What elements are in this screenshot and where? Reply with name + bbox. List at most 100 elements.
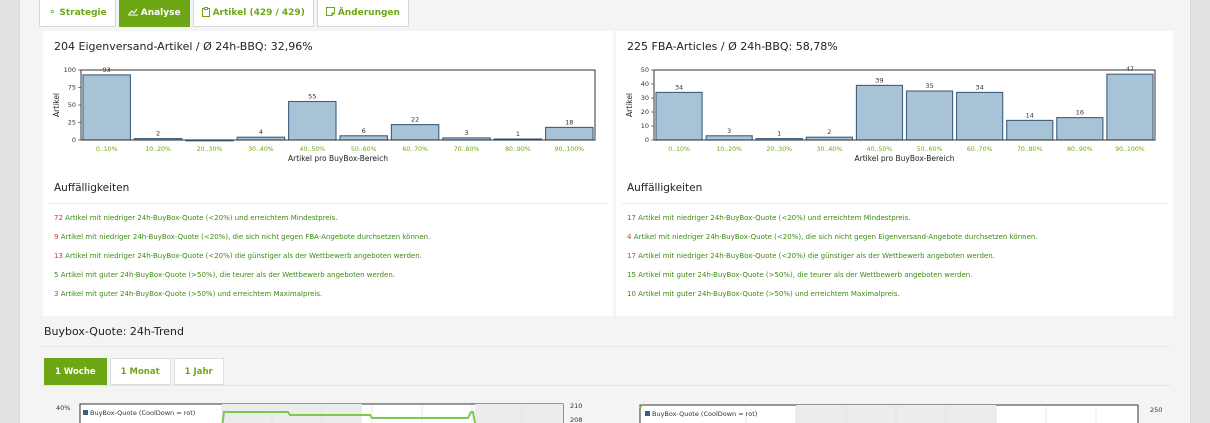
line-chart-icon: [127, 8, 138, 19]
y-tick-label: 50: [641, 66, 649, 74]
histogram-bar: [82, 74, 131, 141]
finding-item[interactable]: 13 Artikel mit niedriger 24h-BuyBox-Quot…: [54, 251, 430, 270]
finding-count: 9: [54, 233, 59, 241]
finding-item[interactable]: 17 Artikel mit niedriger 24h-BuyBox-Quot…: [627, 213, 1038, 232]
tab-strategie[interactable]: ⚬ Strategie: [39, 0, 116, 27]
finding-count: 15: [627, 271, 636, 279]
x-tick-label: 30..40%: [248, 146, 274, 153]
finding-item[interactable]: 10 Artikel mit guter 24h-BuyBox-Quote (>…: [627, 289, 1038, 308]
histogram-bar: [705, 135, 753, 141]
bar-value-label: 1: [516, 130, 520, 138]
bar-value-label: 34: [675, 83, 683, 91]
finding-text: Artikel mit niedriger 24h-BuyBox-Quote (…: [638, 252, 995, 260]
y-axis-label: Artikel: [52, 93, 61, 117]
histogram-chart-left: 0 25 50 75 100 93 0..10% 2 10..20% 20..30% 4 30..40…: [43, 58, 613, 188]
legend-swatch: [83, 410, 88, 415]
bar-value-label: 22: [411, 116, 419, 124]
buybox-quote-line: [221, 411, 477, 423]
finding-item[interactable]: 17 Artikel mit niedriger 24h-BuyBox-Quot…: [627, 251, 1038, 270]
finding-text: Artikel mit niedriger 24h-BuyBox-Quote (…: [638, 214, 911, 222]
finding-item[interactable]: 72 Artikel mit niedriger 24h-BuyBox-Quot…: [54, 213, 430, 232]
divider: [40, 385, 1170, 386]
x-tick-label: 80..90%: [505, 146, 531, 153]
x-tick-label: 80..90%: [1067, 146, 1093, 153]
x-tick-label: 60..70%: [967, 146, 993, 153]
x-tick-label: 20..30%: [197, 146, 223, 153]
finding-text: Artikel mit guter 24h-BuyBox-Quote (>50%…: [60, 290, 323, 298]
tab-bar: ⚬ Strategie Analyse Artikel (429 / 429) …: [39, 0, 409, 27]
tab-label: Änderungen: [337, 8, 400, 18]
x-tick-label: 40..50%: [300, 146, 326, 153]
x-tick-label: 90..100%: [555, 146, 585, 153]
finding-count: 3: [54, 290, 59, 298]
trend-chart-left: BuyBox-Quote (CoolDown = rot) 40% 210 20…: [40, 398, 620, 423]
tab-analyse[interactable]: Analyse: [118, 0, 190, 27]
y-tick-label: 75: [68, 84, 76, 92]
finding-text: Artikel mit niedriger 24h-BuyBox-Quote (…: [65, 214, 338, 222]
bar-value-label: 2: [827, 128, 831, 136]
y-tick-label: 100: [64, 66, 76, 74]
bar-value-label: 39: [875, 76, 883, 84]
y-axis-tick: 40%: [56, 404, 70, 412]
y-tick-label: 10: [641, 122, 649, 130]
finding-text: Artikel mit guter 24h-BuyBox-Quote (>50%…: [638, 290, 900, 298]
y-tick-label: 25: [68, 119, 76, 127]
legend-swatch: [645, 411, 650, 416]
range-tab-1-monat[interactable]: 1 Monat: [109, 358, 171, 385]
findings-title: Auffälligkeiten: [627, 182, 703, 194]
histogram-bar: [956, 91, 1004, 141]
tab-artikel[interactable]: Artikel (429 / 429): [192, 0, 314, 27]
x-tick-label: 70..80%: [1017, 146, 1043, 153]
bar-value-label: 2: [156, 130, 160, 138]
x-tick-label: 50..60%: [917, 146, 943, 153]
y-tick-label: 20: [641, 108, 649, 116]
findings-title: Auffälligkeiten: [54, 182, 130, 194]
card-title: 225 FBA-Articles / Ø 24h-BBQ: 58,78%: [627, 40, 838, 53]
histogram-chart-right: 0 10 20 30 40 50 34 0..10% 3 10..20% 1 20..30% 2 30..…: [616, 58, 1173, 188]
fba-card: 225 FBA-Articles / Ø 24h-BBQ: 58,78% 0 10…: [616, 31, 1173, 316]
x-tick-label: 30..40%: [817, 146, 843, 153]
bar-value-label: 14: [1026, 111, 1034, 119]
eigenversand-card: 204 Eigenversand-Artikel / Ø 24h-BBQ: 32…: [43, 31, 613, 316]
clipboard-icon: [201, 6, 210, 20]
tab-label: Analyse: [140, 8, 181, 18]
divider: [49, 203, 607, 204]
x-tick-label: 90..100%: [1115, 146, 1145, 153]
histogram-bar: [1056, 117, 1104, 141]
finding-count: 4: [627, 233, 632, 241]
bar-value-label: 16: [1076, 109, 1084, 117]
x-tick-label: 10..20%: [716, 146, 742, 153]
x-tick-label: 10..20%: [145, 146, 171, 153]
y-tick-label: 30: [641, 94, 649, 102]
findings-list: 17 Artikel mit niedriger 24h-BuyBox-Quot…: [627, 213, 1038, 308]
finding-item[interactable]: 4 Artikel mit niedriger 24h-BuyBox-Quote…: [627, 232, 1038, 251]
y-tick-label: 40: [641, 80, 649, 88]
y-tick-label: 0: [645, 136, 649, 144]
range-tabs: 1 Woche 1 Monat 1 Jahr: [44, 358, 224, 385]
range-tab-1-jahr[interactable]: 1 Jahr: [173, 358, 224, 385]
histogram-bar: [288, 100, 337, 141]
bar-value-label: 3: [464, 129, 468, 137]
finding-count: 13: [54, 252, 63, 260]
bar-value-label: 18: [565, 118, 573, 126]
divider: [40, 346, 1170, 347]
histogram-bar: [855, 84, 904, 141]
finding-item[interactable]: 9 Artikel mit niedriger 24h-BuyBox-Quote…: [54, 232, 430, 251]
finding-item[interactable]: 15 Artikel mit guter 24h-BuyBox-Quote (>…: [627, 270, 1038, 289]
bar-value-label: 1: [777, 130, 781, 138]
tab-label: Strategie: [59, 8, 107, 18]
range-tab-1-woche[interactable]: 1 Woche: [44, 358, 107, 385]
weekend-band: [475, 404, 563, 423]
finding-item[interactable]: 3 Artikel mit guter 24h-BuyBox-Quote (>5…: [54, 289, 430, 308]
x-axis-label: Artikel pro BuyBox-Bereich: [854, 154, 954, 163]
histogram-bar: [1106, 73, 1154, 141]
bar-value-label: 4: [259, 128, 263, 136]
finding-item[interactable]: 5 Artikel mit guter 24h-BuyBox-Quote (>5…: [54, 270, 430, 289]
bar-value-label: 34: [976, 83, 984, 91]
finding-count: 72: [54, 214, 63, 222]
histogram-bar: [390, 124, 440, 141]
finding-count: 17: [627, 214, 636, 222]
histogram-bar: [655, 91, 703, 141]
tab-aenderungen[interactable]: Änderungen: [316, 0, 409, 27]
